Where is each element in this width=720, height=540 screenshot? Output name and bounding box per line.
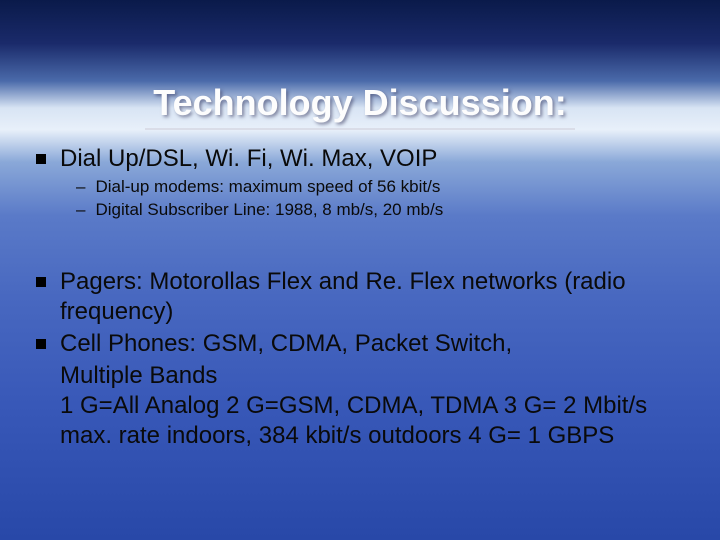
- slide: Technology Discussion: Dial Up/DSL, Wi. …: [0, 0, 720, 540]
- continuation-text: 1 G=All Analog 2 G=GSM, CDMA, TDMA 3 G= …: [36, 391, 684, 451]
- square-bullet-icon: [36, 154, 46, 164]
- bullet-item: Cell Phones: GSM, CDMA, Packet Switch,: [36, 329, 684, 359]
- sub-bullet-text: Digital Subscriber Line: 1988, 8 mb/s, 2…: [95, 199, 443, 220]
- continuation-text: Multiple Bands: [36, 361, 684, 391]
- sub-bullet-item: – Digital Subscriber Line: 1988, 8 mb/s,…: [36, 199, 684, 220]
- square-bullet-icon: [36, 339, 46, 349]
- dash-icon: –: [76, 176, 85, 197]
- bullet-item: Pagers: Motorollas Flex and Re. Flex net…: [36, 267, 684, 327]
- dash-icon: –: [76, 199, 85, 220]
- bullet-item: Dial Up/DSL, Wi. Fi, Wi. Max, VOIP: [36, 144, 684, 174]
- sub-bullet-text: Dial-up modems: maximum speed of 56 kbit…: [95, 176, 440, 197]
- slide-title: Technology Discussion:: [0, 0, 720, 132]
- sub-bullet-item: – Dial-up modems: maximum speed of 56 kb…: [36, 176, 684, 197]
- spacer: [36, 221, 684, 267]
- slide-content: Dial Up/DSL, Wi. Fi, Wi. Max, VOIP – Dia…: [0, 130, 720, 451]
- bullet-text: Dial Up/DSL, Wi. Fi, Wi. Max, VOIP: [60, 144, 437, 174]
- bullet-text: Pagers: Motorollas Flex and Re. Flex net…: [60, 267, 684, 327]
- bullet-text: Cell Phones: GSM, CDMA, Packet Switch,: [60, 329, 512, 359]
- square-bullet-icon: [36, 277, 46, 287]
